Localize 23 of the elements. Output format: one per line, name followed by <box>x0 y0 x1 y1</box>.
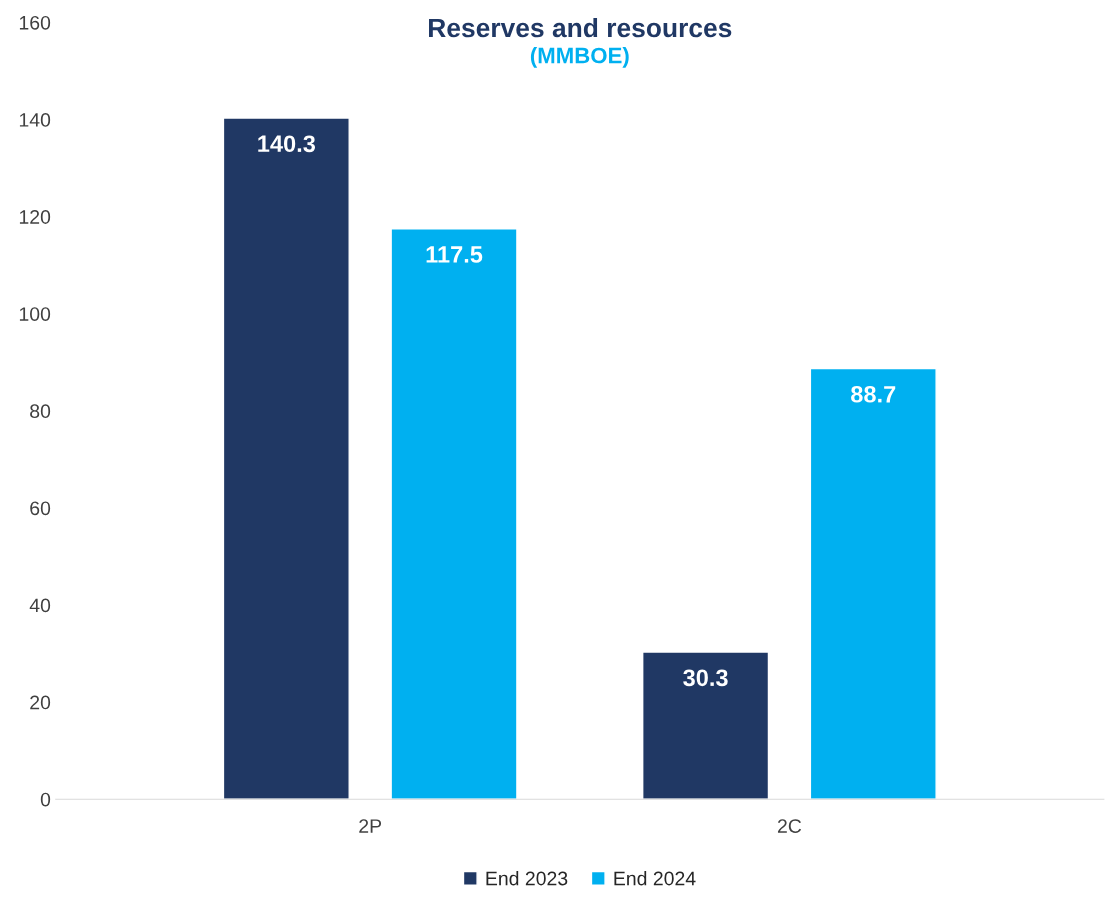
legend-label: End 2024 <box>614 871 696 886</box>
x-tick-label: 2C <box>777 819 802 833</box>
y-tick-label: 140 <box>19 113 51 127</box>
y-tick-label: 120 <box>19 210 51 224</box>
bar <box>222 117 350 800</box>
y-tick-label: 20 <box>30 695 51 710</box>
y-tick-label: 60 <box>30 501 51 516</box>
text: (MMBOE) <box>530 47 629 68</box>
data-label: 88.7 <box>851 385 896 403</box>
y-tick-label: 0 <box>40 792 51 807</box>
bar <box>641 651 770 800</box>
bar <box>390 228 518 800</box>
bar <box>809 367 937 800</box>
chart-title: Reserves and resources <box>429 17 732 38</box>
y-tick-label: 40 <box>29 598 51 613</box>
legend-label: End 2023 <box>486 871 568 886</box>
y-tick-label: 160 <box>19 15 51 30</box>
data-label: 117.5 <box>426 246 483 263</box>
y-tick-label: 100 <box>19 307 51 321</box>
data-label: 30.3 <box>683 669 728 687</box>
x-tick-label: 2P <box>359 819 382 833</box>
data-label: 140.3 <box>258 135 316 153</box>
y-tick-label: 80 <box>30 404 51 419</box>
